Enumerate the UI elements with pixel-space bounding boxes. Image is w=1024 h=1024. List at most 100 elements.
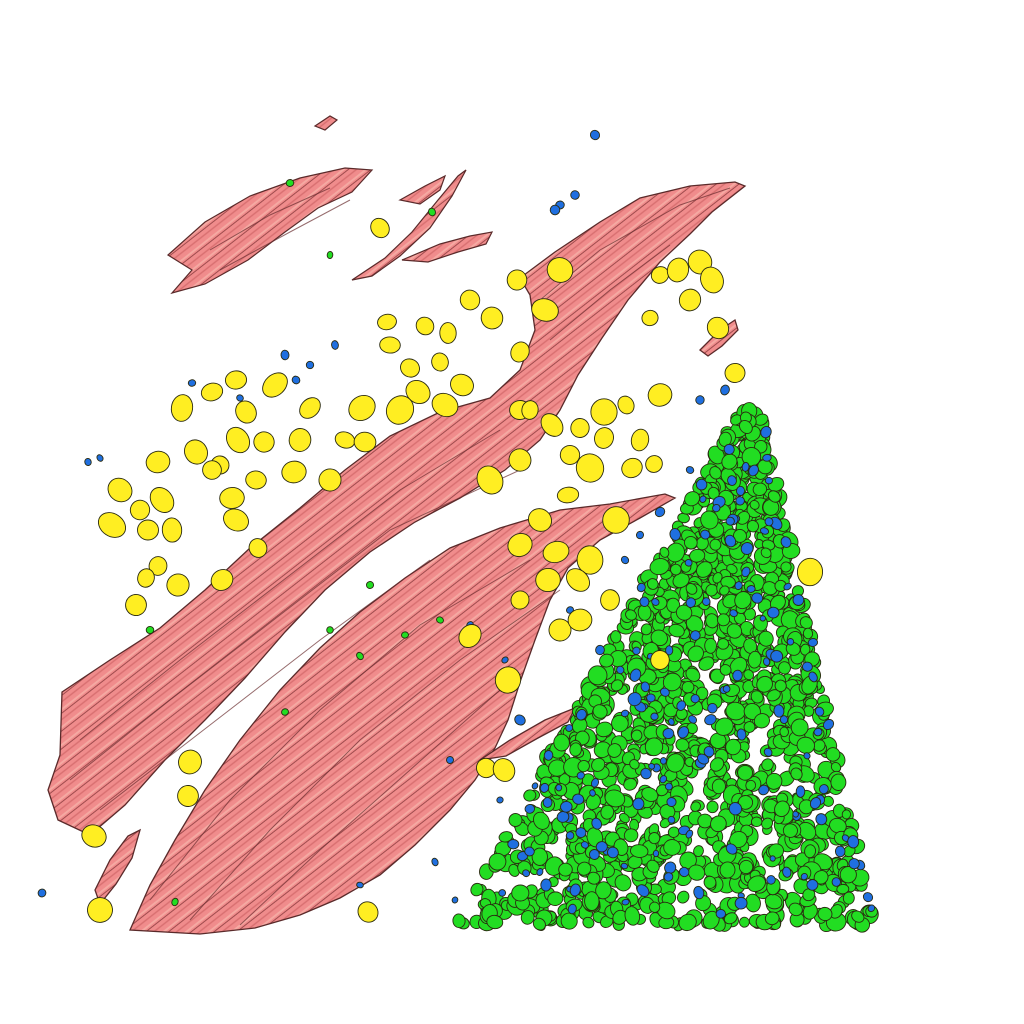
yellow-cell [796,557,824,587]
blue-nucleus [662,727,675,740]
yellow-cell [594,427,614,449]
yellow-cell [450,373,474,397]
blue-nucleus [620,555,630,565]
green-cell [693,845,704,858]
yellow-cell [223,508,249,532]
green-cell [326,626,334,634]
green-cell [704,637,717,654]
green-cell [779,726,789,738]
blue-nucleus [720,384,730,396]
blue-nucleus [187,379,197,387]
blue-nucleus [659,757,667,765]
green-cell [365,581,375,589]
blue-nucleus [305,360,315,370]
yellow-cell [431,352,449,372]
fiber-fragment [351,169,467,281]
blue-nucleus [595,644,605,656]
blue-nucleus [635,530,645,540]
blue-nucleus [37,888,47,898]
blue-nucleus [795,785,806,798]
yellow-cell [370,217,390,239]
green-cell [764,911,780,926]
blue-nucleus [589,129,601,141]
yellow-cell [253,431,275,453]
blue-nucleus [685,466,695,474]
yellow-cell [125,593,147,617]
green-cell [285,179,295,187]
blue-nucleus [715,908,726,919]
green-cell [623,777,638,791]
yellow-cell [149,487,175,513]
yellow-cell [137,519,159,541]
yellow-cell [262,372,288,398]
yellow-cell [377,313,397,331]
fiber-fragment [401,231,494,263]
blue-nucleus [650,712,659,721]
blue-nucleus [331,340,339,350]
blue-nucleus [589,849,600,860]
green-cell [612,909,628,925]
yellow-cell [235,400,257,424]
yellow-cell [480,306,504,330]
green-cell [584,891,600,911]
upper-fiber-fragments [167,115,494,295]
yellow-cell [281,460,307,484]
yellow-cell [415,316,435,336]
green-cell [685,667,701,682]
green-cell [702,910,720,930]
blue-nucleus [507,839,520,850]
green-cell [742,679,755,694]
green-cell [739,916,750,928]
yellow-cell [200,382,224,402]
yellow-cell [170,394,194,422]
green-cell [326,250,334,260]
green-cell [690,801,701,812]
blue-nucleus [695,395,705,405]
yellow-cell [492,758,516,782]
yellow-cell [400,358,420,378]
blue-nucleus [291,375,301,385]
blue-nucleus [540,878,552,892]
yellow-cell [97,512,127,538]
green-cell [511,884,530,902]
yellow-cell [617,395,635,415]
yellow-cell [145,450,171,474]
green-cell [145,625,155,635]
yellow-cell [224,370,248,390]
yellow-cell [225,426,251,454]
green-cell [830,761,842,773]
blue-nucleus [764,476,773,485]
blue-nucleus [763,657,771,667]
blue-nucleus [690,694,700,704]
blue-nucleus [570,190,580,200]
blue-nucleus [695,478,708,491]
yellow-cell [288,428,312,452]
yellow-cell [334,431,356,449]
yellow-cell [630,428,650,452]
yellow-cell [590,398,618,426]
fiber-fragment [398,174,447,205]
fiber-strand [479,706,577,761]
muscle-fiber-bundles [47,181,747,935]
yellow-cell [245,470,267,490]
yellow-cell [348,394,376,422]
green-cell [706,800,719,814]
yellow-cell [645,455,663,473]
blue-nucleus [496,796,504,804]
green-cell [705,583,718,597]
yellow-cell [650,650,670,670]
yellow-cell [219,487,245,509]
blue-nucleus [792,594,805,606]
blue-nucleus [786,638,795,646]
blue-nucleus [862,892,874,903]
yellow-cell [87,897,113,923]
yellow-cell [678,288,702,312]
yellow-cell [379,336,401,354]
yellow-cell [724,363,746,383]
green-cell [631,729,643,742]
yellow-cell [570,418,590,438]
yellow-cell [600,589,620,611]
yellow-cell [647,383,673,407]
green-cell [623,828,639,843]
